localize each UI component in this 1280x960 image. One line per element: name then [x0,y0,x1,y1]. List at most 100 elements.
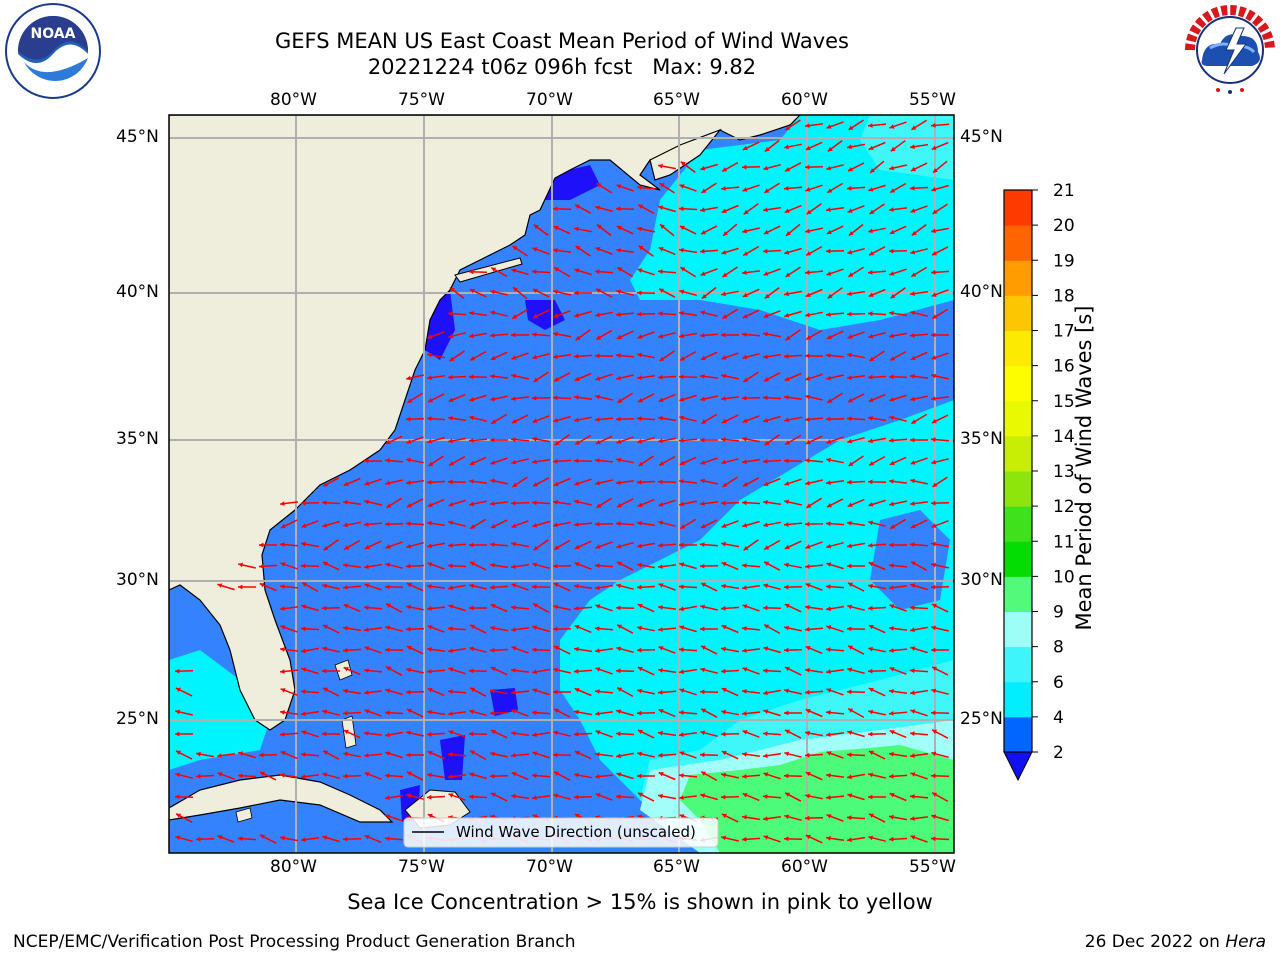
wave-direction-arrowhead [637,603,643,609]
wave-direction-arrowhead [554,771,560,776]
colorbar-tick-label: 14 [1053,427,1075,447]
wave-direction-arrowhead [385,584,390,590]
wave-direction-arrowhead [511,793,516,799]
wave-direction-arrowhead [322,731,327,737]
wave-direction-arrowhead [259,583,265,588]
wave-direction-arrowhead [868,731,873,737]
wave-direction-arrowhead [595,626,600,631]
wave-direction-arrowhead [322,500,327,506]
wave-direction-arrowhead [763,668,768,674]
wave-direction-arrowhead [847,543,852,549]
wave-direction-arrowhead [427,751,433,756]
wave-direction-arrowhead [637,226,642,232]
wave-direction-arrowhead [490,478,495,484]
wave-direction-arrowhead [721,418,727,424]
wave-direction-arrowhead [764,624,770,629]
lat-label-right-25n: 25°N [960,709,1003,729]
wave-direction-arrowhead [616,731,621,737]
wave-direction-arrowhead [343,729,349,735]
wave-direction-arrowhead [721,291,726,297]
wave-direction-arrowhead [721,646,726,652]
map-legend: Wind Wave Direction (unscaled) [403,817,719,848]
wave-direction-arrowhead [679,647,684,653]
wave-direction-arrowhead [427,709,432,715]
wave-direction-arrowhead [490,729,496,735]
wave-direction-arrowhead [469,460,475,466]
wave-direction-arrowhead [847,144,852,150]
wave-direction-arrowhead [658,163,663,169]
cyan-region-north [630,115,954,330]
wave-direction-arrowhead [616,646,622,652]
wave-direction-arrowhead [280,772,285,778]
wave-direction-arrowhead [532,247,538,252]
footer-date: 26 Dec 2022 on [1084,932,1226,952]
wave-direction-arrowhead [448,730,454,735]
wave-direction-arrowhead [554,440,560,446]
wave-direction-arrowhead [322,772,328,778]
wave-direction-arrowhead [574,544,580,550]
wave-direction-arrowhead [784,144,789,150]
lat-label-right-45n: 45°N [960,127,1003,147]
wave-direction-arrowhead [385,773,390,779]
wave-direction-arrowhead [470,624,475,629]
wave-direction-arrowhead [660,224,665,229]
wave-direction-arrowhead [868,187,874,192]
wave-direction-arrowhead [679,374,684,380]
wave-direction-arrowhead [637,520,642,526]
wave-direction-arrowhead [553,225,559,231]
wave-direction-arrowhead [259,752,264,758]
wave-direction-arrowhead [616,289,622,295]
wave-direction-arrowhead [364,835,370,840]
wave-direction-arrowhead [658,374,663,380]
wave-direction-arrowhead [931,269,936,275]
wave-direction-arrowhead [700,333,705,338]
wave-direction-arrowhead [826,562,832,567]
wave-direction-arrowhead [532,562,538,568]
wave-direction-arrowhead [448,793,454,798]
wave-direction-arrowhead [784,666,790,672]
wave-direction-arrowhead [868,520,874,526]
wave-direction-arrowhead [764,377,770,382]
wave-direction-arrowhead [721,250,727,255]
noaa-logo-text: NOAA [31,26,76,42]
wave-direction-arrowhead [385,688,391,693]
wave-direction-arrowhead [574,268,580,273]
wave-direction-arrowhead [532,688,538,693]
wave-direction-arrowhead [826,416,831,422]
wave-direction-arrowhead [868,374,873,380]
wave-direction-arrowhead [868,709,873,715]
wave-direction-arrowhead [364,690,369,695]
wave-direction-arrowhead [406,521,411,527]
wave-direction-arrowhead [679,333,684,339]
wave-direction-arrowhead [532,584,537,590]
wave-direction-arrowhead [826,312,831,317]
wave-direction-arrowhead [532,395,537,401]
wave-period-map: Wind Wave Direction (unscaled) [168,114,955,854]
wave-direction-arrowhead [910,144,915,150]
blue-patch-east [870,510,950,610]
wave-direction-arrowhead [700,437,705,443]
wave-direction-arrowhead [910,523,916,529]
wave-direction-arrowhead [889,751,894,757]
colorbar-tick-label: 10 [1053,567,1075,587]
wave-direction-arrowhead [616,353,621,358]
wave-direction-arrowhead [847,208,853,213]
wave-direction-arrowhead [217,772,223,777]
wave-direction-arrowhead [784,499,789,505]
wave-direction-arrowhead [868,270,873,275]
wave-direction-arrowhead [889,248,894,254]
wave-direction-arrowhead [784,625,789,631]
wave-direction-arrowhead [679,814,685,819]
wave-direction-arrowhead [532,269,537,275]
wave-direction-arrowhead [763,605,768,611]
wave-direction-arrowhead [847,520,852,526]
colorbar-tick-label: 11 [1053,532,1075,552]
wave-direction-arrowhead [889,333,894,339]
wave-direction-arrowhead [364,458,369,464]
wave-direction-arrowhead [574,353,579,359]
wave-direction-arrowhead [700,460,706,465]
wave-direction-arrowhead [700,271,706,276]
wave-direction-arrowhead [910,374,915,379]
wave-direction-arrowhead [931,625,936,631]
wave-direction-arrowhead [826,647,831,652]
